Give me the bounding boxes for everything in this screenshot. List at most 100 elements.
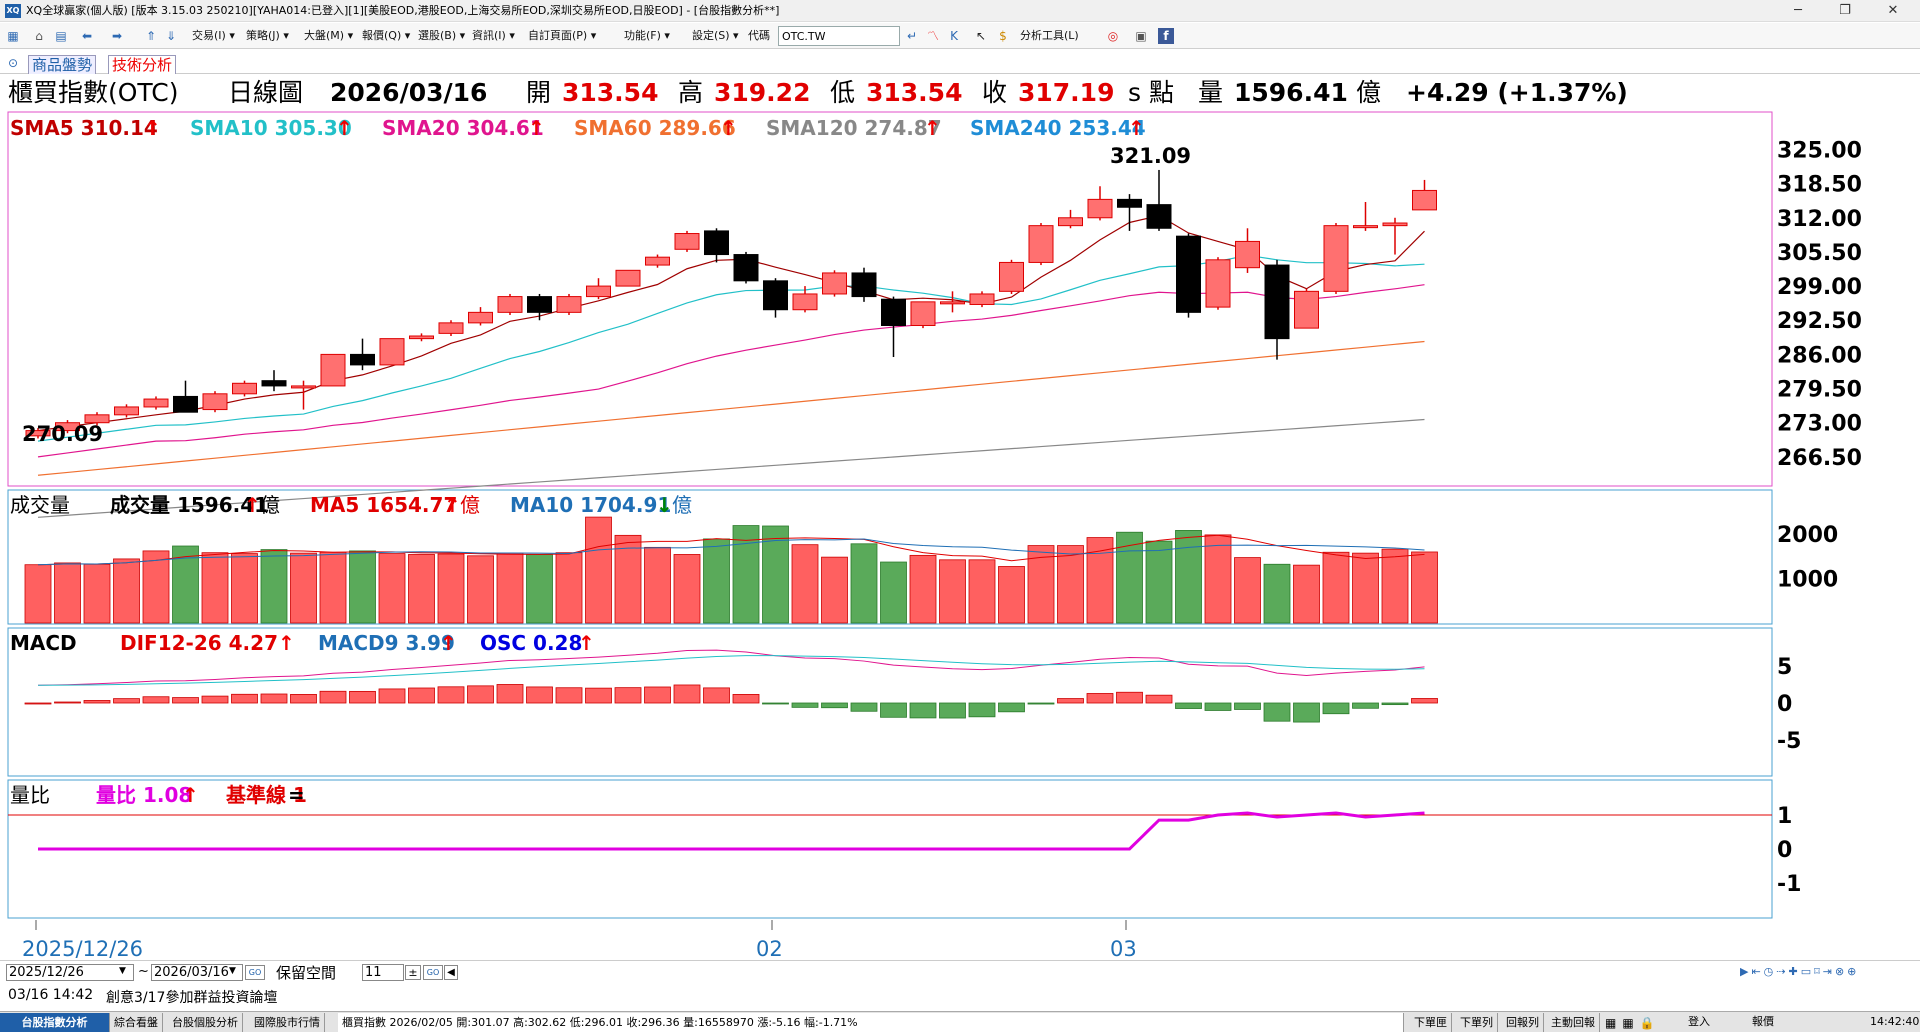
code-input[interactable]: [778, 26, 900, 46]
stepper-icon[interactable]: ±: [405, 965, 421, 980]
home-icon[interactable]: ⌂: [35, 29, 43, 43]
volume-bar: [1145, 540, 1173, 624]
y-tick-label: 312.00: [1777, 207, 1862, 232]
macd-osc-bar: [1175, 702, 1202, 709]
news-headline[interactable]: 創意3/17參加群益投資論壇: [106, 990, 278, 1006]
close-button[interactable]: ✕: [1887, 3, 1899, 18]
dropdown-icon[interactable]: ▼: [229, 966, 236, 976]
keep-space-label: 保留空間: [276, 964, 337, 982]
volume-bar: [526, 554, 553, 624]
macd-osc-bar: [1411, 698, 1438, 704]
volume-bar: [467, 555, 494, 624]
menu-item[interactable]: 功能(F) ▾: [624, 29, 670, 42]
forward-arrow-icon[interactable]: ➡: [111, 29, 123, 43]
macd-osc-bar: [762, 702, 789, 705]
tab-technical[interactable]: 技術分析: [108, 55, 177, 74]
high-label: 高: [678, 78, 704, 107]
menu-item[interactable]: 資訊(I) ▾: [472, 29, 515, 42]
menu-item[interactable]: 策略(J) ▾: [246, 29, 289, 42]
analysis-tools-menu[interactable]: 分析工具(L): [1020, 29, 1079, 42]
candle-body: [556, 296, 582, 313]
symbol-name: 櫃買指數(OTC): [8, 78, 179, 107]
dropdown-icon[interactable]: ▼: [119, 966, 126, 976]
low-value: 313.54: [866, 78, 963, 107]
volume-tick-label: 2000: [1777, 523, 1838, 548]
volume-bar: [880, 561, 907, 624]
menu-item[interactable]: 報價(Q) ▾: [362, 29, 411, 42]
down-icon[interactable]: ⇓: [165, 29, 177, 43]
k-line-icon[interactable]: K: [950, 29, 958, 43]
candle-body: [910, 301, 936, 326]
target-icon[interactable]: ◎: [1107, 29, 1119, 43]
macd-osc-bar: [231, 693, 258, 704]
volume-bar: [319, 551, 347, 624]
status-tab-stock[interactable]: 台股個股分析: [168, 1013, 243, 1032]
enter-icon[interactable]: ↵: [906, 29, 918, 43]
status-tab-overview[interactable]: 綜合看盤: [110, 1013, 163, 1032]
quote-label[interactable]: 報價: [1752, 1015, 1774, 1028]
report-bar-button[interactable]: 回報列: [1502, 1013, 1544, 1032]
active-report-button[interactable]: 主動回報: [1547, 1013, 1600, 1032]
x-axis-label: 02: [756, 937, 783, 960]
layout-icon[interactable]: ▤: [55, 29, 67, 43]
status-tab-index[interactable]: 台股指數分析: [0, 1013, 110, 1032]
dollar-icon[interactable]: $: [999, 29, 1007, 43]
status-icons[interactable]: ▦▦🔒: [1605, 1016, 1661, 1030]
menu-item[interactable]: 選股(B) ▾: [418, 29, 466, 42]
chart-area[interactable]: 325.00 318.50 312.00 305.50 299.00 292.50 286.…: [0, 110, 1920, 960]
chart-controls[interactable]: ▶⇤◷⇢✚▭⌑⇥⊗⊕: [1740, 965, 1860, 978]
candle-body: [527, 296, 552, 313]
tab-market[interactable]: 商品盤勢: [28, 55, 97, 74]
volume-bar: [939, 559, 966, 624]
sma5-line: [37, 215, 1425, 432]
pin-icon[interactable]: ⊙: [7, 56, 19, 70]
macd-osc-bar: [555, 687, 583, 704]
macd-signal-line: [37, 655, 1425, 686]
volume-ratio-line: [38, 811, 1425, 851]
menu-item[interactable]: 自訂頁面(P) ▾: [528, 29, 597, 42]
quote-date: 2026/03/16: [330, 78, 488, 107]
candle-body: [851, 272, 877, 298]
go-button[interactable]: GO: [423, 965, 443, 980]
legend-label: MA10 1704.91: [510, 493, 671, 517]
go-button[interactable]: GO: [245, 965, 265, 980]
macd-panel-title: MACD: [10, 631, 77, 655]
y-tick-label: 305.50: [1777, 241, 1862, 266]
candle-body: [674, 233, 700, 250]
menu-item[interactable]: 設定(S) ▾: [692, 29, 739, 42]
candle-body: [1146, 204, 1172, 229]
scroll-left-icon[interactable]: ◀: [444, 965, 458, 980]
ratio-tick-label: -1: [1777, 872, 1801, 897]
legend-label: MACD9 3.99: [318, 631, 455, 655]
range-from-input[interactable]: 2025/12/26: [6, 964, 134, 981]
back-arrow-icon[interactable]: ⬅: [81, 29, 93, 43]
range-to-input[interactable]: 2026/03/16: [151, 964, 243, 981]
menu-item[interactable]: 大盤(M) ▾: [304, 29, 354, 42]
macd-osc-bar: [1322, 702, 1350, 715]
minimize-button[interactable]: ─: [1794, 3, 1802, 18]
y-tick-label: 279.50: [1777, 378, 1862, 403]
pointer-icon[interactable]: ↖: [975, 29, 987, 43]
up-icon[interactable]: ⇑: [145, 29, 157, 43]
candle-body: [1412, 189, 1437, 211]
title-bar: XQ XQ全球贏家(個人版) [版本 3.15.03 250210][YAHA0…: [0, 0, 1920, 22]
legend-arrow-icon: ↑: [528, 116, 545, 140]
candle-body: [84, 414, 110, 424]
maximize-button[interactable]: ❐: [1839, 3, 1851, 18]
keep-space-input[interactable]: 11: [362, 964, 404, 981]
print-icon[interactable]: ▣: [1135, 29, 1147, 43]
login-label[interactable]: 登入: [1688, 1015, 1710, 1028]
candle-body: [1264, 264, 1290, 340]
menu-item[interactable]: 交易(I) ▾: [192, 29, 235, 42]
order-bar-button[interactable]: 下單列: [1456, 1013, 1498, 1032]
grid-icon[interactable]: ▦: [7, 29, 19, 43]
facebook-icon[interactable]: f: [1158, 28, 1174, 44]
volume-bar: [762, 525, 789, 624]
x-axis-label: 2025/12/26: [22, 937, 143, 960]
order-box-button[interactable]: 下單匣: [1410, 1013, 1452, 1032]
status-tab-intl[interactable]: 國際股市行情: [250, 1013, 325, 1032]
news-bar: 03/16 14:42 創意3/17參加群益投資論壇: [0, 985, 1920, 1007]
candle-body: [468, 311, 493, 324]
chart-icon[interactable]: 〽: [926, 29, 939, 43]
macd-osc-bar: [526, 686, 553, 704]
